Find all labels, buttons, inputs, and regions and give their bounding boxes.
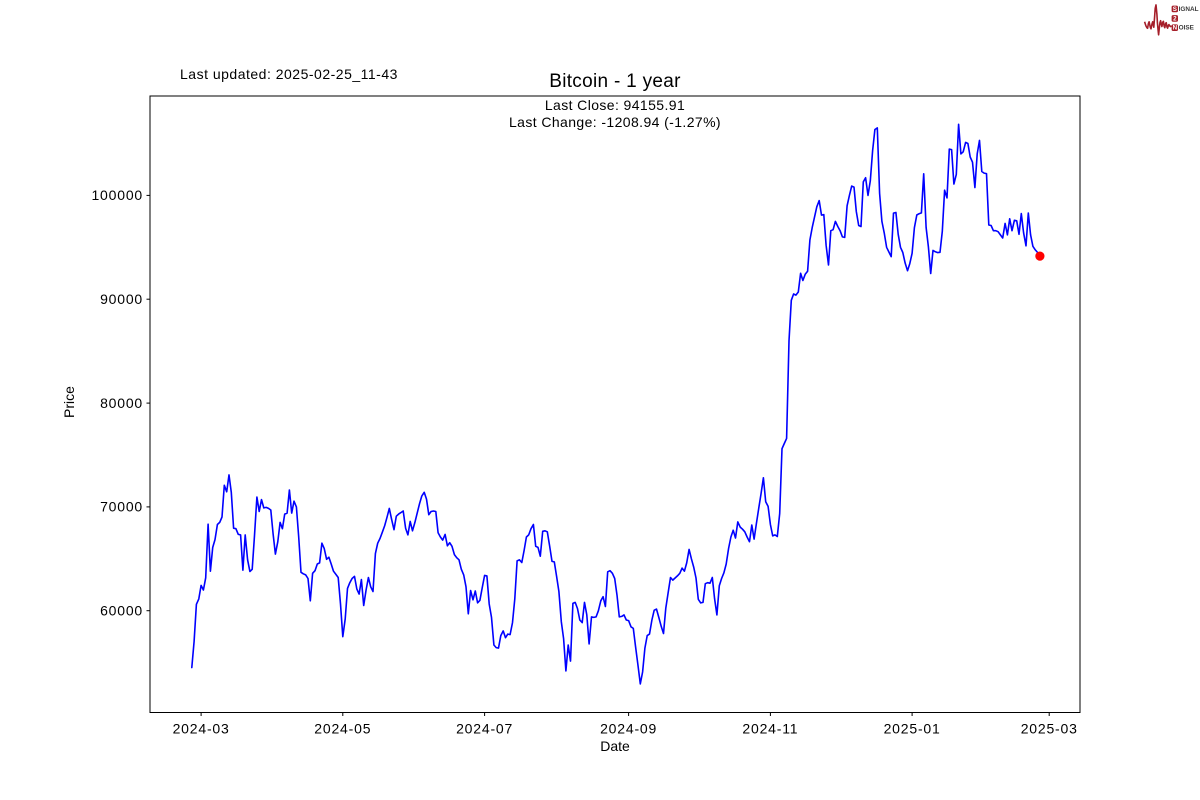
svg-text:Last Change: -1208.94 (-1.27%): Last Change: -1208.94 (-1.27%) [509, 114, 721, 130]
svg-text:OISE: OISE [1179, 25, 1195, 32]
svg-text:2024-03: 2024-03 [173, 721, 230, 737]
svg-text:Date: Date [600, 738, 630, 754]
svg-text:2025-01: 2025-01 [884, 721, 941, 737]
svg-text:2024-05: 2024-05 [314, 721, 371, 737]
svg-text:Bitcoin - 1 year: Bitcoin - 1 year [549, 71, 681, 92]
svg-text:100000: 100000 [91, 187, 143, 203]
svg-text:2024-07: 2024-07 [456, 721, 513, 737]
svg-text:2024-09: 2024-09 [600, 721, 657, 737]
svg-text:2025-03: 2025-03 [1021, 721, 1078, 737]
svg-text:N: N [1173, 25, 1178, 32]
svg-text:Last updated: 2025-02-25_11-43: Last updated: 2025-02-25_11-43 [180, 66, 398, 82]
svg-text:70000: 70000 [100, 499, 143, 515]
svg-text:Last Close: 94155.91: Last Close: 94155.91 [545, 97, 685, 113]
svg-text:80000: 80000 [100, 395, 143, 411]
svg-text:Price: Price [61, 386, 77, 418]
svg-text:2: 2 [1173, 15, 1177, 22]
svg-text:2024-11: 2024-11 [742, 721, 798, 737]
svg-text:90000: 90000 [100, 291, 143, 307]
svg-text:IGNAL: IGNAL [1179, 6, 1199, 13]
svg-text:S: S [1173, 6, 1177, 13]
svg-text:60000: 60000 [100, 603, 143, 619]
